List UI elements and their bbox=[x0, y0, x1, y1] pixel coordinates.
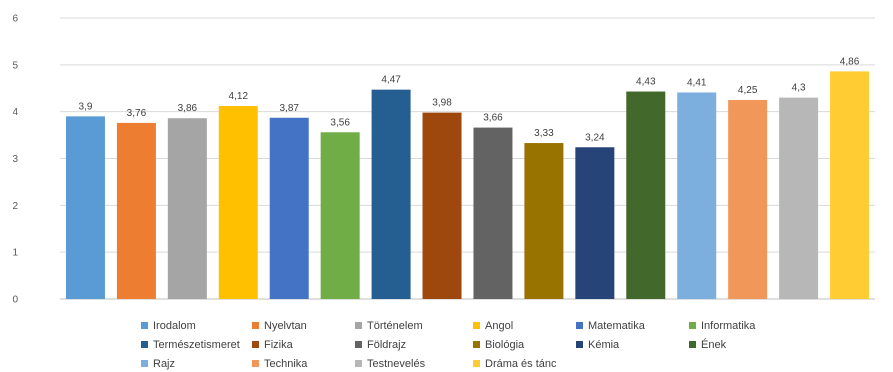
bar bbox=[371, 89, 411, 299]
data-label: 4,47 bbox=[381, 75, 401, 86]
legend-item: Rajz bbox=[141, 355, 252, 372]
legend-label: Földrajz bbox=[367, 338, 407, 351]
y-tick-label: 4 bbox=[12, 107, 18, 118]
bar bbox=[269, 117, 309, 299]
data-label: 3,33 bbox=[534, 128, 554, 139]
legend-label: Rajz bbox=[153, 357, 176, 370]
data-label: 3,86 bbox=[178, 103, 198, 114]
legend-item: Technika bbox=[252, 355, 355, 372]
bar bbox=[677, 92, 717, 299]
y-tick-label: 6 bbox=[12, 14, 18, 25]
legend-swatch bbox=[252, 360, 259, 367]
data-label: 3,24 bbox=[585, 132, 605, 143]
legend-item: Nyelvtan bbox=[252, 317, 355, 334]
bar bbox=[575, 147, 615, 299]
legend-item: Ének bbox=[689, 336, 789, 353]
data-label: 4,86 bbox=[840, 56, 860, 67]
data-label: 3,87 bbox=[279, 103, 299, 114]
bar bbox=[218, 106, 258, 300]
bar bbox=[830, 71, 870, 299]
legend-swatch bbox=[141, 341, 148, 348]
legend-item: Matematika bbox=[576, 317, 689, 334]
legend-label: Természetismeret bbox=[153, 338, 240, 351]
data-label: 3,9 bbox=[79, 101, 93, 112]
legend-swatch bbox=[473, 341, 480, 348]
legend-item: Kémia bbox=[576, 336, 689, 353]
legend-swatch bbox=[473, 322, 480, 329]
legend-swatch bbox=[252, 322, 259, 329]
data-label: 3,56 bbox=[330, 117, 350, 128]
legend-item: Testnevelés bbox=[355, 355, 473, 372]
data-label: 3,66 bbox=[483, 113, 503, 124]
data-label: 4,43 bbox=[636, 77, 656, 88]
bars bbox=[65, 71, 870, 300]
legend-swatch bbox=[576, 341, 583, 348]
bar bbox=[167, 118, 207, 300]
data-label: 3,76 bbox=[127, 108, 147, 119]
y-tick-label: 2 bbox=[12, 201, 18, 212]
legend-item: Irodalom bbox=[141, 317, 252, 334]
legend-item: Természetismeret bbox=[141, 336, 252, 353]
legend-swatch bbox=[141, 322, 148, 329]
legend-item: Földrajz bbox=[355, 336, 473, 353]
legend-label: Kémia bbox=[588, 338, 620, 351]
legend-swatch bbox=[576, 322, 583, 329]
bar bbox=[626, 91, 666, 299]
legend-label: Technika bbox=[264, 357, 308, 370]
y-tick-label: 0 bbox=[12, 295, 18, 306]
bar bbox=[728, 99, 768, 299]
legend-item: Angol bbox=[473, 317, 576, 334]
bar bbox=[473, 127, 513, 299]
bar bbox=[524, 143, 564, 299]
y-tick-label: 1 bbox=[12, 248, 18, 259]
data-label: 4,41 bbox=[687, 77, 707, 88]
y-axis-ticks: 0 1 2 3 4 5 6 bbox=[12, 14, 18, 306]
legend-swatch bbox=[252, 341, 259, 348]
legend-label: Dráma és tánc bbox=[485, 357, 557, 370]
legend-swatch bbox=[355, 322, 362, 329]
bar bbox=[65, 116, 105, 299]
legend: Irodalom Nyelvtan Történelem Angol Matematik… bbox=[141, 317, 781, 372]
legend-label: Testnevelés bbox=[367, 357, 426, 370]
bar bbox=[422, 112, 462, 299]
legend-swatch bbox=[473, 360, 480, 367]
legend-swatch bbox=[141, 360, 148, 367]
legend-swatch bbox=[689, 322, 696, 329]
legend-label: Angol bbox=[485, 319, 514, 332]
legend-label: Biológia bbox=[485, 338, 525, 351]
legend-item: Dráma és tánc bbox=[473, 355, 576, 372]
bar bbox=[779, 97, 819, 299]
data-label: 4,25 bbox=[738, 85, 758, 96]
legend-item: Fizika bbox=[252, 336, 355, 353]
legend-item: Biológia bbox=[473, 336, 576, 353]
legend-swatch bbox=[355, 341, 362, 348]
legend-label: Fizika bbox=[264, 338, 293, 351]
data-label: 4,3 bbox=[792, 83, 806, 94]
legend-item: Történelem bbox=[355, 317, 473, 334]
bar bbox=[116, 122, 156, 299]
legend-item: Informatika bbox=[689, 317, 789, 334]
legend-label: Matematika bbox=[588, 319, 645, 332]
legend-label: Történelem bbox=[367, 319, 423, 332]
legend-label: Irodalom bbox=[153, 319, 196, 332]
y-tick-label: 5 bbox=[12, 60, 18, 71]
data-label: 4,12 bbox=[229, 91, 249, 102]
data-label: 3,98 bbox=[432, 98, 452, 109]
legend-label: Nyelvtan bbox=[264, 319, 307, 332]
legend-swatch bbox=[689, 341, 696, 348]
data-labels: 3,9 3,76 3,86 4,12 3,87 3,56 4,47 3,98 3,66 3,33 3… bbox=[79, 56, 860, 143]
legend-label: Ének bbox=[701, 338, 727, 351]
bar bbox=[320, 132, 360, 299]
legend-label: Informatika bbox=[701, 319, 756, 332]
legend-swatch bbox=[355, 360, 362, 367]
y-tick-label: 3 bbox=[12, 154, 18, 165]
